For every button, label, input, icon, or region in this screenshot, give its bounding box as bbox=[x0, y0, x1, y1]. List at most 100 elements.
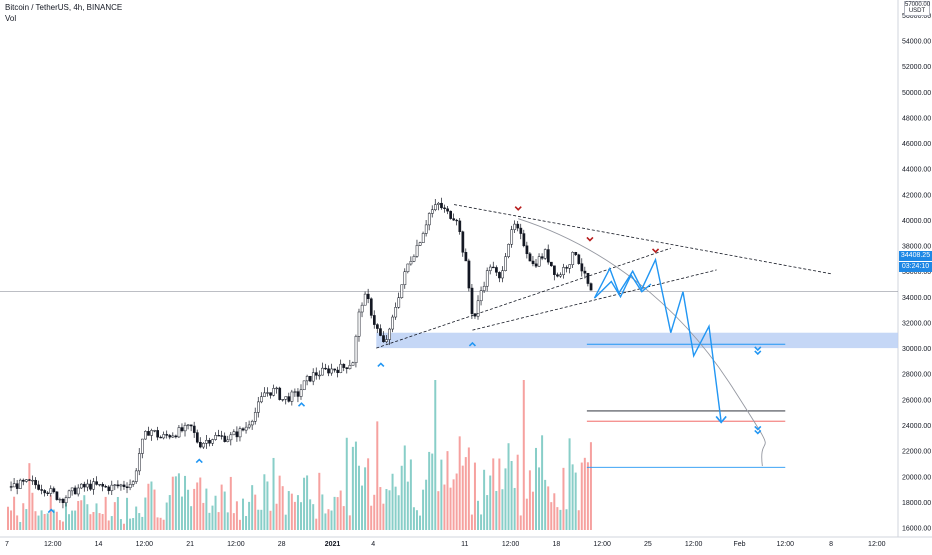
volume-bar bbox=[202, 502, 205, 530]
volume-bar bbox=[159, 517, 162, 530]
volume-bar bbox=[80, 500, 83, 530]
volume-bar bbox=[122, 523, 125, 530]
volume-bar bbox=[107, 520, 110, 530]
volume-bar bbox=[357, 465, 360, 530]
candle-body bbox=[495, 267, 498, 273]
currency-badge[interactable]: 57000.00 USDT bbox=[904, 1, 930, 16]
double-arrow-icon bbox=[754, 350, 762, 356]
volume-bar bbox=[150, 481, 153, 530]
candle-body bbox=[275, 387, 279, 390]
volume-bar bbox=[141, 516, 144, 530]
candle-body bbox=[232, 431, 236, 436]
y-tick-label: 34000.00 bbox=[902, 295, 931, 302]
volume-bar bbox=[180, 496, 183, 530]
candle-body bbox=[531, 260, 535, 265]
candle-body bbox=[449, 210, 452, 219]
candle-body bbox=[22, 479, 25, 482]
candle-body bbox=[452, 218, 456, 221]
trendline bbox=[472, 269, 717, 331]
low-marker-icon bbox=[468, 341, 476, 347]
volume-bar bbox=[531, 491, 534, 530]
x-tick-label: 12:00 bbox=[44, 541, 62, 548]
volume-bar bbox=[135, 506, 138, 530]
candle-body bbox=[556, 274, 559, 277]
volume-bar bbox=[501, 489, 504, 530]
candle-body bbox=[208, 440, 211, 444]
volume-bar bbox=[544, 479, 547, 530]
y-tick-label: 42000.00 bbox=[902, 192, 931, 199]
candle-body bbox=[205, 440, 208, 444]
volume-bar bbox=[49, 495, 52, 530]
volume-bar bbox=[251, 485, 254, 530]
volume-bar bbox=[10, 510, 13, 530]
candle-body bbox=[113, 484, 117, 486]
candle-body bbox=[409, 261, 413, 265]
x-tick-label: 4 bbox=[371, 541, 375, 548]
candle-body bbox=[92, 481, 95, 490]
volume-bar bbox=[361, 485, 364, 530]
candle-body bbox=[504, 256, 507, 271]
volume-bar bbox=[132, 518, 135, 530]
volume-bar bbox=[473, 462, 476, 530]
volume-bar bbox=[138, 513, 141, 530]
candle-body bbox=[507, 243, 510, 257]
candle-body bbox=[55, 491, 59, 500]
candle-body bbox=[571, 252, 575, 265]
candle-body bbox=[302, 380, 306, 391]
candle-body bbox=[250, 421, 254, 426]
candle-body bbox=[412, 256, 416, 262]
volume-bar bbox=[580, 462, 583, 530]
candle-body bbox=[217, 435, 221, 437]
volume-bar bbox=[281, 486, 284, 530]
candle-body bbox=[28, 479, 31, 481]
candle-body bbox=[76, 487, 80, 495]
y-tick-label: 46000.00 bbox=[902, 141, 931, 148]
volume-bar bbox=[443, 484, 446, 530]
volume-bar bbox=[495, 491, 498, 530]
volume-bar bbox=[376, 421, 379, 530]
volume-bar bbox=[412, 507, 415, 530]
candle-body bbox=[61, 498, 65, 504]
volume-bar bbox=[199, 477, 202, 530]
low-marker-icon bbox=[297, 402, 306, 407]
volume-bar bbox=[217, 512, 220, 530]
candle-body bbox=[229, 434, 233, 441]
volume-bar bbox=[110, 516, 113, 530]
candle-body bbox=[550, 261, 553, 267]
candle-body bbox=[183, 424, 187, 432]
candle-body bbox=[43, 490, 47, 494]
x-tick-label: 12:00 bbox=[685, 541, 703, 548]
volume-bar bbox=[226, 512, 229, 530]
volume-bar bbox=[269, 510, 272, 530]
volume-bar bbox=[242, 498, 245, 530]
volume-bar bbox=[113, 502, 116, 530]
candle-body bbox=[73, 487, 77, 495]
volume-bar bbox=[235, 501, 238, 530]
candle-body bbox=[125, 486, 129, 488]
candle-body bbox=[223, 435, 227, 442]
volume-bar bbox=[165, 502, 168, 530]
y-tick-label: 24000.00 bbox=[902, 423, 931, 430]
candle-body bbox=[202, 443, 205, 448]
volume-bar bbox=[489, 475, 492, 530]
candle-body bbox=[376, 324, 379, 329]
candle-body bbox=[186, 424, 190, 426]
volume-bar bbox=[177, 473, 180, 530]
x-tick-label: 12:00 bbox=[136, 541, 154, 548]
candle-body bbox=[107, 486, 111, 492]
x-tick-label: Feb bbox=[733, 541, 745, 548]
y-tick-label: 30000.00 bbox=[902, 346, 931, 353]
candle-body bbox=[568, 264, 572, 269]
volume-bar bbox=[391, 473, 394, 530]
candle-body bbox=[137, 453, 141, 472]
candle-body bbox=[58, 498, 62, 501]
x-tick-label: 12:00 bbox=[227, 541, 245, 548]
candle-body bbox=[403, 271, 407, 285]
volume-bar bbox=[556, 507, 559, 530]
volume-bar bbox=[354, 441, 357, 530]
volume-bar bbox=[156, 517, 159, 530]
candle-body bbox=[147, 431, 150, 436]
candle-body bbox=[159, 436, 163, 439]
volume-bar bbox=[324, 513, 327, 530]
